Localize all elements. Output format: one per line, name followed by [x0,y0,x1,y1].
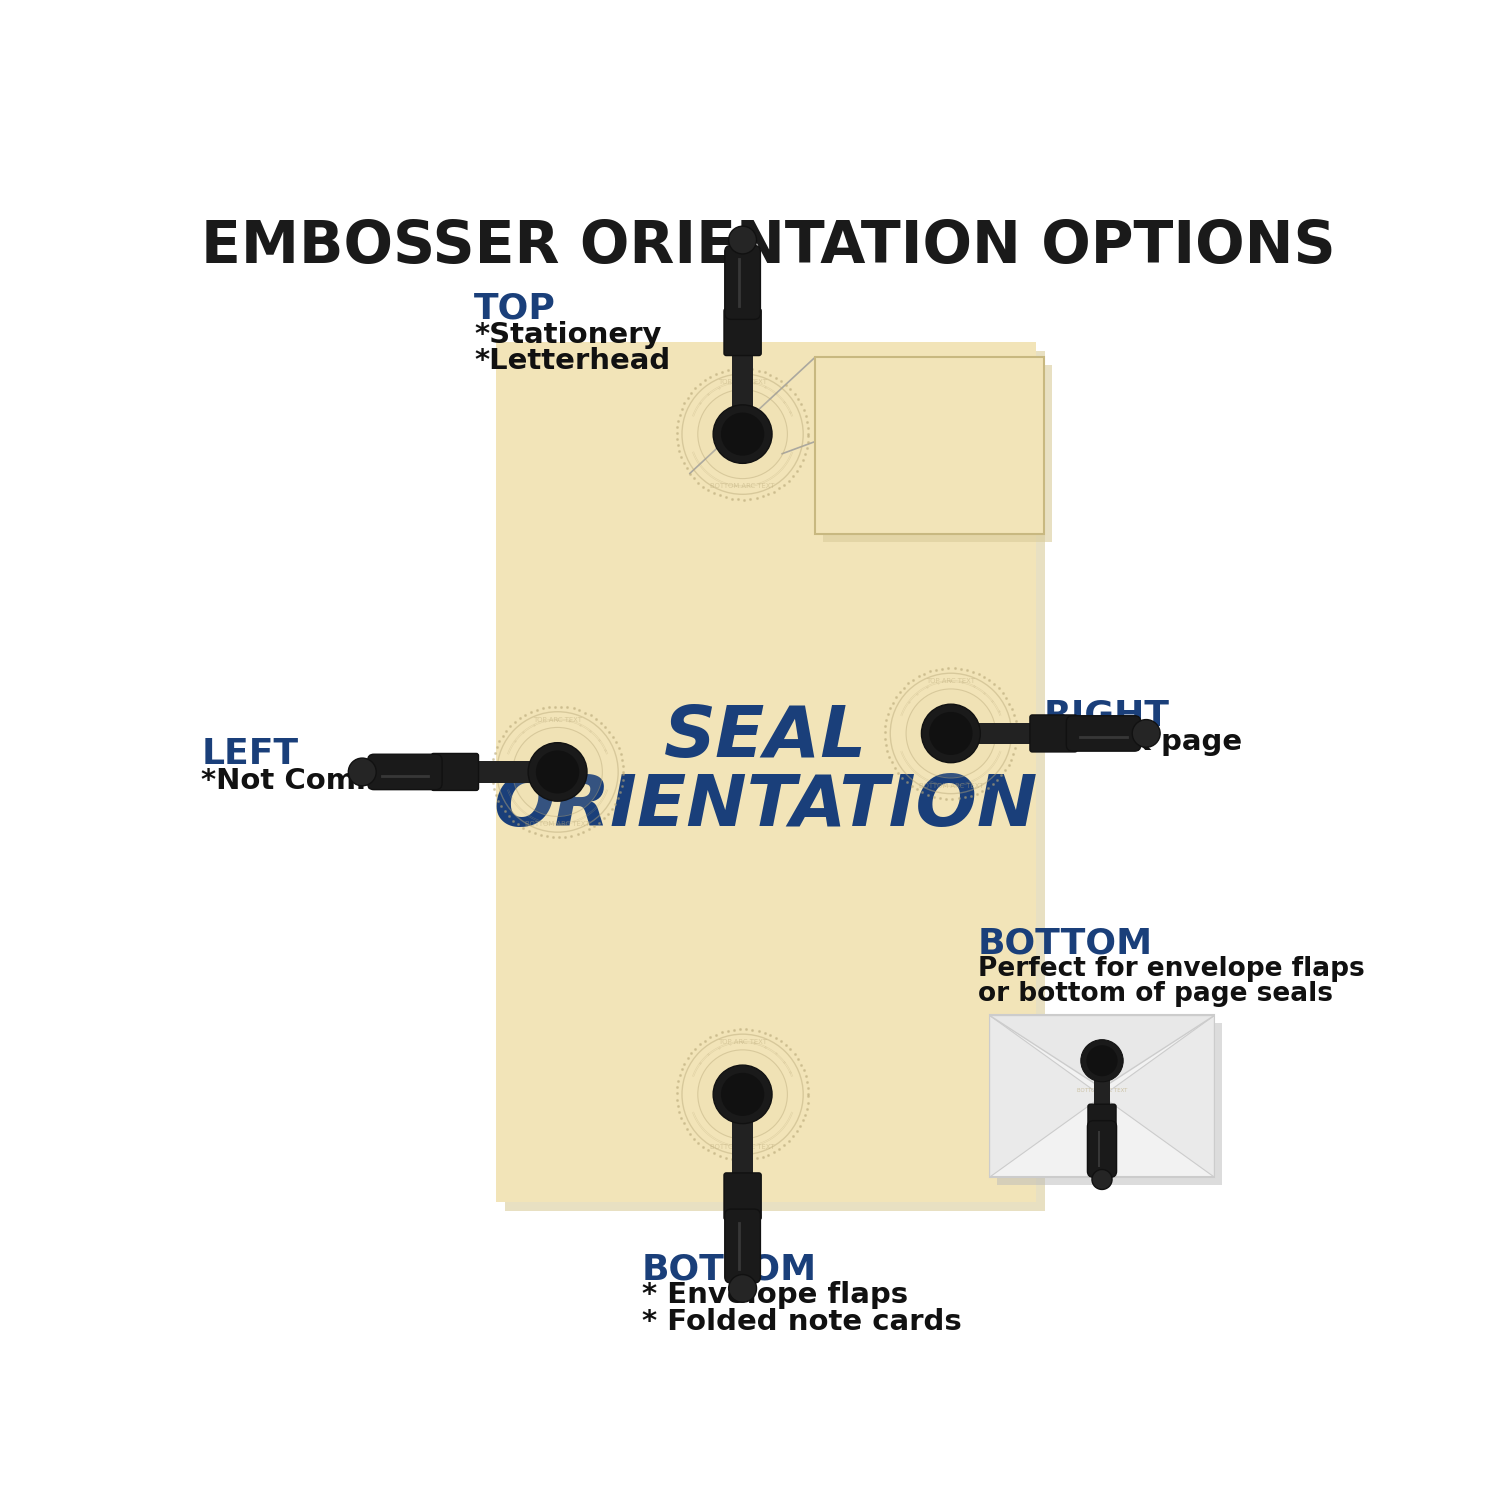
Text: RIGHT: RIGHT [1044,699,1170,734]
Text: SEAL: SEAL [724,1088,760,1101]
Text: * Book page: * Book page [1044,728,1242,756]
Text: BOTTOM ARC TEXT: BOTTOM ARC TEXT [711,1143,776,1149]
Circle shape [712,405,772,464]
Text: * Envelope flaps: * Envelope flaps [642,1281,908,1310]
Text: EMBOSSER ORIENTATION OPTIONS: EMBOSSER ORIENTATION OPTIONS [201,219,1336,276]
Text: SEAL: SEAL [900,436,958,454]
Circle shape [1077,1036,1126,1086]
Text: TOP ARC TEXT: TOP ARC TEXT [891,380,968,388]
Bar [1094,1077,1110,1122]
Text: Perfect for envelope flaps: Perfect for envelope flaps [978,956,1365,982]
Text: or bottom of page seals: or bottom of page seals [978,981,1334,1006]
Circle shape [1086,1046,1118,1076]
Circle shape [536,750,579,794]
Text: TOP ARC TEXT: TOP ARC TEXT [718,378,766,384]
Text: BOTTOM ARC TEXT: BOTTOM ARC TEXT [879,503,980,513]
Bar [824,364,1052,542]
Circle shape [722,1072,765,1116]
Circle shape [513,728,602,816]
FancyBboxPatch shape [724,1173,760,1219]
Text: SEAL: SEAL [933,728,969,740]
Text: SEAL: SEAL [724,427,760,441]
Circle shape [1132,720,1160,747]
Circle shape [921,704,981,762]
Bar [974,723,1036,744]
Circle shape [712,1065,772,1124]
Circle shape [1082,1040,1124,1082]
Text: BOTTOM: BOTTOM [978,927,1154,962]
Circle shape [699,390,786,478]
FancyBboxPatch shape [1066,716,1140,752]
Text: *Not Common: *Not Common [201,766,427,795]
Text: TOP ARC TEXT: TOP ARC TEXT [532,717,582,723]
Text: BOTTOM ARC TEXT: BOTTOM ARC TEXT [1077,1088,1126,1094]
Bar [472,760,534,783]
FancyBboxPatch shape [724,309,760,356]
Bar [732,350,753,411]
Text: TOP ARC TEXT: TOP ARC TEXT [1083,1029,1120,1033]
Text: TOP ARC TEXT: TOP ARC TEXT [718,1040,766,1046]
Circle shape [729,226,756,254]
Circle shape [729,1275,756,1302]
Text: BOTTOM ARC TEXT: BOTTOM ARC TEXT [918,783,982,789]
Bar [816,357,1044,534]
FancyBboxPatch shape [724,246,760,320]
Polygon shape [990,1016,1102,1178]
Polygon shape [1102,1016,1215,1178]
Text: TOP ARC TEXT: TOP ARC TEXT [927,678,975,684]
Text: BOTTOM ARC TEXT: BOTTOM ARC TEXT [711,483,776,489]
Text: LEFT: LEFT [201,738,298,771]
Text: SEAL: SEAL [664,704,867,772]
Bar [495,342,1036,1202]
Bar [506,351,1046,1212]
Polygon shape [990,1016,1215,1088]
Text: BOTTOM ARC TEXT: BOTTOM ARC TEXT [525,822,590,828]
Circle shape [928,712,972,754]
Circle shape [878,394,981,496]
Text: * Folded note cards: * Folded note cards [642,1308,962,1335]
Bar [998,1023,1222,1185]
Circle shape [699,1050,786,1138]
FancyBboxPatch shape [1088,1120,1116,1178]
Text: BOTTOM: BOTTOM [642,1252,818,1286]
Text: TOP: TOP [474,291,556,326]
Text: *Stationery: *Stationery [474,321,662,350]
Bar [732,1118,753,1179]
Text: SEAL: SEAL [538,765,576,778]
Circle shape [1092,1170,1112,1190]
FancyBboxPatch shape [724,1209,760,1282]
Bar [990,1016,1215,1178]
FancyBboxPatch shape [430,753,478,790]
FancyBboxPatch shape [368,754,442,789]
Circle shape [528,742,586,801]
Text: SEAL: SEAL [1088,1056,1116,1065]
FancyBboxPatch shape [1030,716,1077,752]
Text: ORIENTATION: ORIENTATION [494,772,1038,842]
Circle shape [906,690,995,777]
Circle shape [348,758,376,786]
FancyBboxPatch shape [1088,1104,1116,1140]
Circle shape [722,413,765,456]
Text: *Letterhead: *Letterhead [474,346,670,375]
